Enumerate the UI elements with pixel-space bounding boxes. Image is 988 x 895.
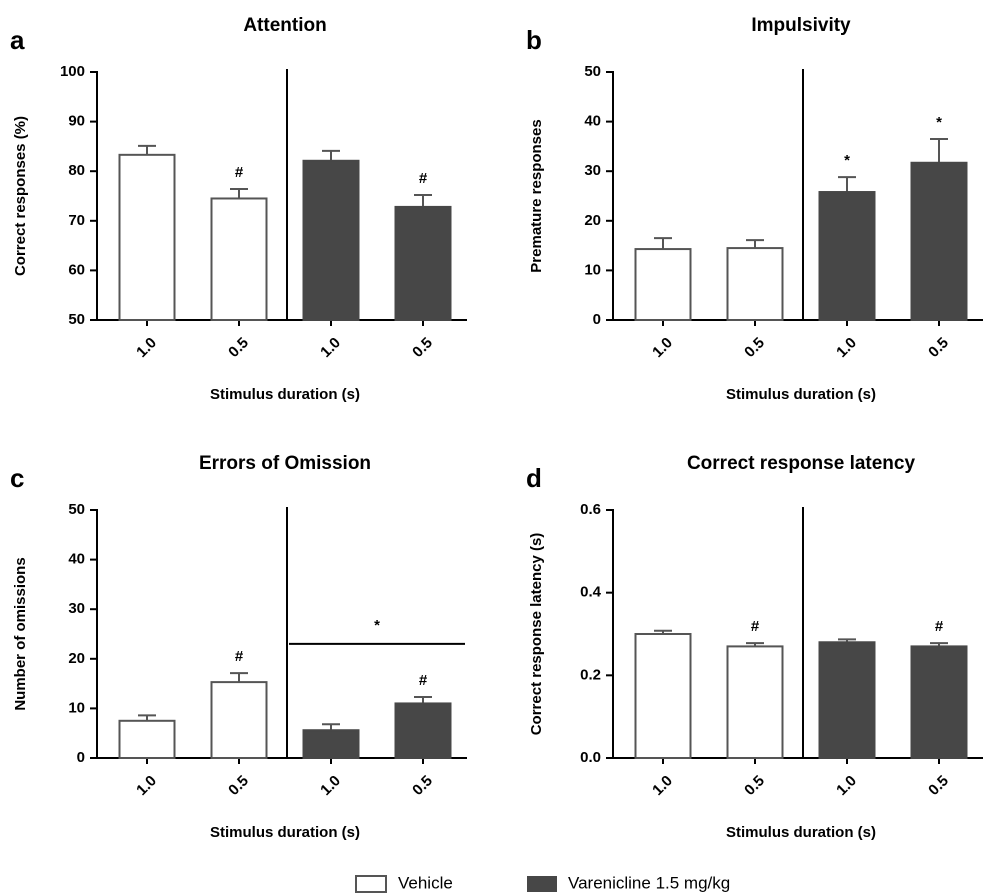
y-tick-label: 80 xyxy=(68,162,85,179)
legend-swatch xyxy=(527,876,557,892)
bar xyxy=(302,729,360,759)
y-axis-label: Number of omissions xyxy=(12,557,29,710)
y-tick-label: 0 xyxy=(77,749,85,766)
bar xyxy=(818,191,876,321)
legend-label: Varenicline 1.5 mg/kg xyxy=(568,873,730,892)
bar xyxy=(634,633,692,759)
y-tick-label: 30 xyxy=(68,600,85,617)
x-axis-label: Stimulus duration (s) xyxy=(210,386,360,403)
x-tick-label: 0.5 xyxy=(925,772,952,799)
y-tick-label: 40 xyxy=(68,551,85,568)
y-tick-label: 0.4 xyxy=(580,584,602,601)
y-tick-label: 0.6 xyxy=(580,501,601,518)
significance-marker: # xyxy=(935,618,944,635)
x-tick-label: 0.5 xyxy=(741,772,768,799)
y-tick-label: 90 xyxy=(68,113,85,130)
y-tick-label: 20 xyxy=(68,650,85,667)
x-tick-label: 0.5 xyxy=(409,334,436,361)
x-tick-label: 0.5 xyxy=(409,772,436,799)
chart-title: Errors of Omission xyxy=(199,453,371,474)
y-tick-label: 70 xyxy=(68,212,85,229)
y-tick-label: 20 xyxy=(584,212,601,229)
x-axis-label: Stimulus duration (s) xyxy=(726,386,876,403)
significance-marker: # xyxy=(419,170,428,187)
y-tick-label: 40 xyxy=(584,113,601,130)
x-tick-label: 1.0 xyxy=(649,772,676,799)
bar xyxy=(394,205,452,321)
x-tick-label: 0.5 xyxy=(225,334,252,361)
y-tick-label: 10 xyxy=(68,699,85,716)
bar xyxy=(210,197,268,321)
panel-letter: c xyxy=(10,463,24,493)
bar xyxy=(910,645,968,760)
y-tick-label: 0 xyxy=(593,311,601,328)
y-tick-label: 0.0 xyxy=(580,749,601,766)
y-tick-label: 30 xyxy=(584,162,601,179)
x-tick-label: 1.0 xyxy=(649,334,676,361)
y-tick-label: 10 xyxy=(584,261,601,278)
significance-marker: # xyxy=(419,672,428,689)
x-tick-label: 1.0 xyxy=(317,772,344,799)
legend-swatch xyxy=(355,875,387,893)
panel-letter: b xyxy=(526,25,542,55)
panel-letter: a xyxy=(10,25,25,55)
legend-label: Vehicle xyxy=(398,873,453,892)
bar xyxy=(118,153,176,321)
chart-title: Impulsivity xyxy=(751,15,851,36)
bar xyxy=(726,645,784,760)
y-tick-label: 0.2 xyxy=(580,666,601,683)
x-tick-label: 0.5 xyxy=(225,772,252,799)
significance-marker: * xyxy=(936,114,942,131)
y-tick-label: 60 xyxy=(68,261,85,278)
chart-title: Attention xyxy=(243,15,326,36)
x-tick-label: 0.5 xyxy=(741,334,768,361)
bar xyxy=(394,702,452,760)
y-axis-label: Correct responses (%) xyxy=(12,116,29,276)
chart-title: Correct response latency xyxy=(687,453,916,474)
y-axis-label: Correct response latency (s) xyxy=(528,533,545,736)
x-tick-label: 0.5 xyxy=(925,334,952,361)
bar xyxy=(118,719,176,759)
y-tick-label: 100 xyxy=(60,63,85,80)
y-tick-label: 50 xyxy=(68,501,85,518)
x-axis-label: Stimulus duration (s) xyxy=(726,824,876,841)
significance-marker: # xyxy=(235,648,244,665)
y-tick-label: 50 xyxy=(584,63,601,80)
significance-marker: * xyxy=(374,617,380,634)
x-axis-label: Stimulus duration (s) xyxy=(210,824,360,841)
significance-marker: # xyxy=(751,618,760,635)
y-tick-label: 50 xyxy=(68,311,85,328)
bar xyxy=(726,247,784,321)
x-tick-label: 1.0 xyxy=(317,334,344,361)
panel-letter: d xyxy=(526,463,542,493)
x-tick-label: 1.0 xyxy=(133,334,160,361)
significance-marker: # xyxy=(235,164,244,181)
bar xyxy=(910,161,968,321)
bar xyxy=(302,159,360,321)
bar xyxy=(210,681,268,759)
x-tick-label: 1.0 xyxy=(833,334,860,361)
bar xyxy=(818,641,876,759)
significance-marker: * xyxy=(844,152,850,169)
x-tick-label: 1.0 xyxy=(833,772,860,799)
x-tick-label: 1.0 xyxy=(133,772,160,799)
y-axis-label: Premature responses xyxy=(528,119,545,272)
bar xyxy=(634,248,692,322)
